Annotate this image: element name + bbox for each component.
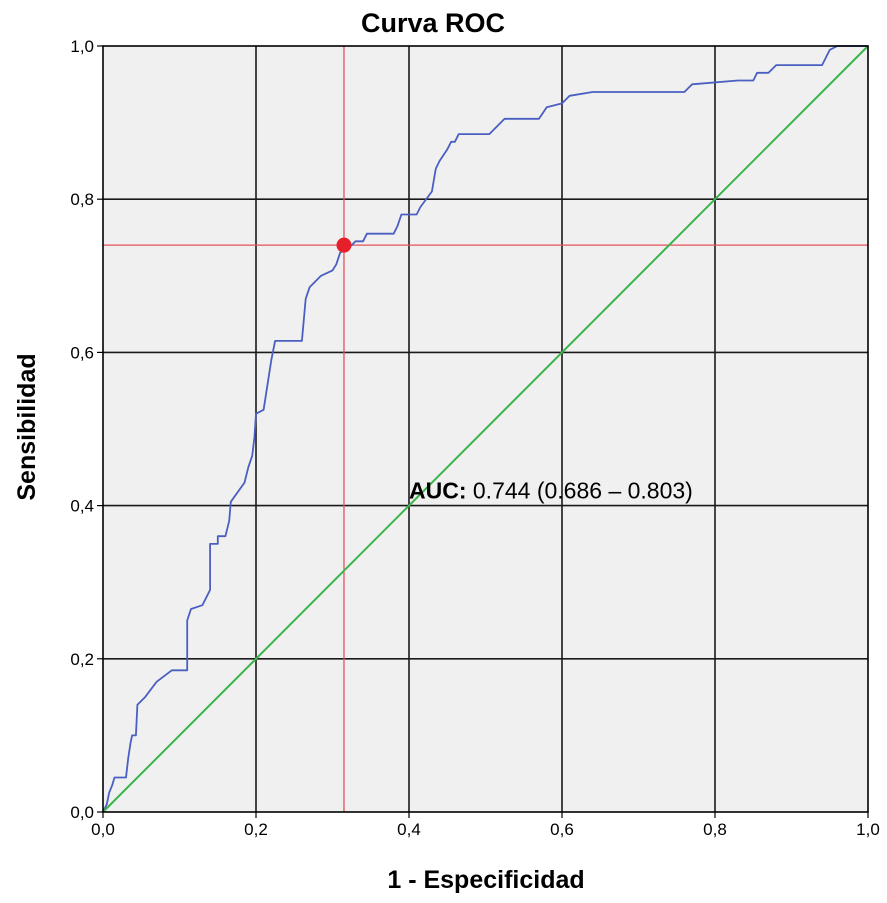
x-axis-label: 1 - Especificidad: [387, 866, 584, 894]
y-tick-label: 0,8: [70, 190, 94, 209]
auc-label: AUC:: [409, 477, 467, 503]
x-tick-label: 0,2: [244, 820, 268, 839]
y-tick-label: 0,4: [70, 497, 94, 516]
plot-border: [102, 45, 869, 813]
y-axis-label: Sensibilidad: [13, 353, 41, 500]
x-tick-label: 0,6: [550, 820, 574, 839]
x-tick-label: 0,8: [703, 820, 727, 839]
x-tick-label: 0,4: [397, 820, 421, 839]
chart-title: Curva ROC: [361, 8, 505, 38]
reference-diagonal-line: [102, 45, 869, 813]
y-tick-label: 1,0: [70, 37, 94, 56]
plot-area: 0,0 0,2 0,4 0,6 0,8 1,0 0,0 0,2 0,4 0,6 0,8 1,0 AUC:…: [70, 37, 879, 839]
y-tick-label: 0,0: [70, 803, 94, 822]
y-tick-label: 0,2: [70, 650, 94, 669]
cutoff-point: [336, 237, 352, 253]
x-tick-label: 0,0: [91, 820, 115, 839]
auc-value: 0.744 (0.686 – 0.803): [467, 477, 693, 503]
y-tick-label: 0,6: [70, 343, 94, 362]
auc-annotation: AUC: 0.744 (0.686 – 0.803): [409, 477, 693, 503]
roc-curve-line: [102, 45, 868, 813]
x-tick-label: 1,0: [856, 820, 880, 839]
